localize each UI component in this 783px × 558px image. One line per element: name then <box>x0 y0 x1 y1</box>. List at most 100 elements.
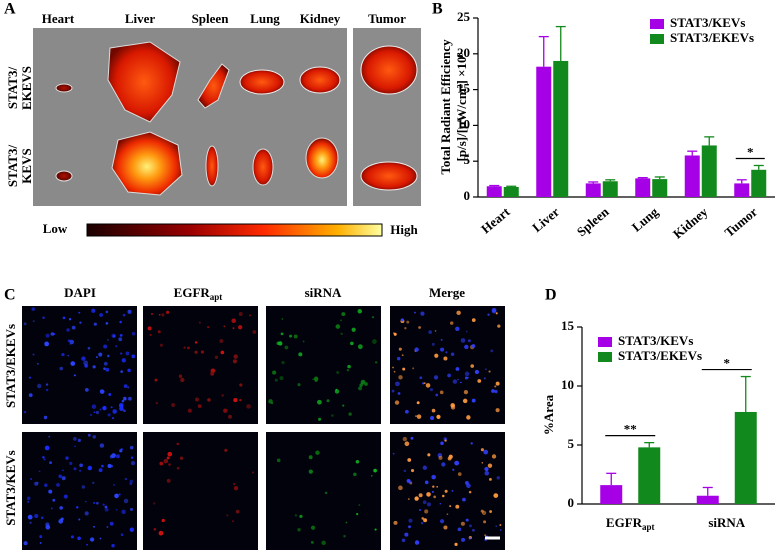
cell-signal <box>276 458 281 463</box>
cell-signal <box>357 344 363 350</box>
cell-signal <box>128 396 132 401</box>
bar <box>553 60 569 198</box>
cell-signal <box>357 386 363 391</box>
cell-signal <box>29 521 32 524</box>
cell-signal <box>106 526 109 528</box>
cell-signal <box>393 370 396 373</box>
cell-signal <box>195 397 199 402</box>
cell-signal <box>452 468 455 471</box>
cell-signal <box>93 501 96 504</box>
colorbar-high: High <box>390 222 418 237</box>
cell-signal <box>207 398 211 402</box>
cell-signal <box>235 509 240 514</box>
organ-signal <box>205 145 219 187</box>
cell-signal <box>45 388 49 392</box>
cell-signal <box>48 489 53 494</box>
legend-swatch <box>650 34 664 44</box>
cell-signal <box>40 516 44 520</box>
cell-signal <box>111 333 116 339</box>
cell-signal <box>452 379 458 384</box>
bar <box>536 66 552 197</box>
cell-signal <box>425 383 431 388</box>
panel-label: B <box>432 1 443 18</box>
cell-signal <box>420 521 424 525</box>
cell-signal <box>440 441 444 446</box>
y-tick-label: 15 <box>561 318 575 333</box>
cell-signal <box>210 371 215 376</box>
cell-signal <box>207 325 210 329</box>
cell-signal <box>105 367 110 372</box>
cell-signal <box>477 379 482 383</box>
cell-signal <box>69 461 73 466</box>
cell-signal <box>439 519 445 524</box>
cell-signal <box>119 352 123 355</box>
cell-signal <box>238 325 243 330</box>
cell-signal <box>61 352 65 357</box>
cell-signal <box>93 525 95 528</box>
cell-signal <box>420 311 425 316</box>
cell-signal <box>439 390 444 395</box>
cell-signal <box>74 445 76 448</box>
cell-signal <box>103 367 106 370</box>
cell-signal <box>281 318 284 320</box>
panel-label: A <box>4 1 16 18</box>
cell-signal <box>370 474 373 477</box>
cell-signal <box>457 378 459 381</box>
cell-signal <box>31 307 36 311</box>
cell-signal <box>427 453 431 457</box>
cell-signal <box>404 327 407 330</box>
cell-signal <box>429 388 434 392</box>
x-tick-label: Tumor <box>721 204 760 240</box>
cell-signal <box>393 332 397 336</box>
cell-signal <box>122 313 126 317</box>
organ-signal <box>239 69 285 95</box>
cell-signal <box>408 480 412 484</box>
cell-signal <box>78 311 81 314</box>
cell-signal <box>39 535 43 539</box>
bar <box>696 495 719 504</box>
micrograph <box>266 306 381 424</box>
cell-signal <box>464 371 470 377</box>
cell-signal <box>23 541 28 546</box>
cell-signal <box>398 485 403 491</box>
cell-signal <box>397 392 401 395</box>
cell-signal <box>115 345 118 348</box>
cell-signal <box>180 377 185 383</box>
cell-signal <box>495 525 498 528</box>
cell-signal <box>392 452 395 455</box>
cell-signal <box>398 347 402 351</box>
cell-signal <box>313 376 319 382</box>
cell-signal <box>220 350 225 355</box>
cell-signal <box>179 456 184 460</box>
cell-signal <box>406 320 410 324</box>
cell-signal <box>152 502 156 505</box>
cell-signal <box>355 459 360 464</box>
cell-signal <box>495 312 498 315</box>
cell-signal <box>442 494 445 498</box>
error-bar <box>605 179 616 182</box>
cell-signal <box>416 401 420 405</box>
cell-signal <box>79 463 83 468</box>
cell-signal <box>127 309 132 314</box>
cell-signal <box>92 365 96 369</box>
cell-signal <box>120 370 124 373</box>
cell-signal <box>414 347 419 352</box>
cell-signal <box>178 374 183 378</box>
organ-signal <box>299 66 341 94</box>
cell-signal <box>428 330 432 334</box>
cell-signal <box>120 533 124 537</box>
cell-signal <box>111 417 115 420</box>
cell-signal <box>465 330 468 333</box>
cell-signal <box>99 389 104 393</box>
cell-signal <box>293 334 298 339</box>
cell-signal <box>71 325 76 330</box>
cell-signal <box>232 327 235 330</box>
cell-signal <box>79 321 82 324</box>
cell-signal <box>448 454 453 459</box>
cell-signal <box>336 371 340 375</box>
cell-signal <box>474 369 480 375</box>
legend-label: STAT3/KEVs <box>670 15 745 30</box>
cell-signal <box>93 411 96 414</box>
cell-signal <box>219 339 224 343</box>
cell-signal <box>232 520 234 523</box>
